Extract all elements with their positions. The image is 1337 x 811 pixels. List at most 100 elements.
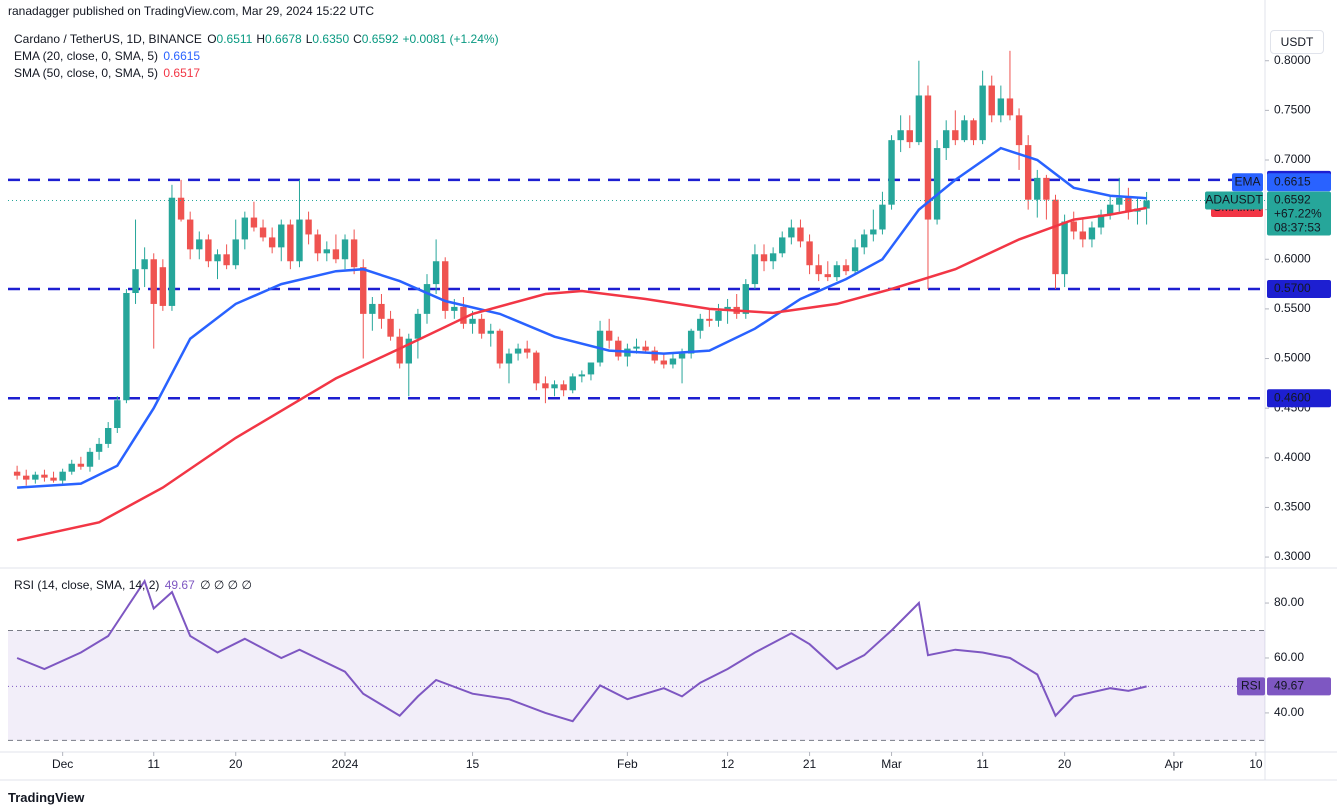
x-tick-label: 15 <box>466 757 480 771</box>
candle-body <box>232 239 239 266</box>
ohlc-item: 0.6350 <box>312 32 350 46</box>
legend-ema: EMA (20, close, 0, SMA, 5) 0.6615 <box>14 49 202 63</box>
candle-body <box>259 227 267 238</box>
candle-body <box>642 346 649 351</box>
rsi-extra: ∅ ∅ ∅ ∅ <box>200 578 252 592</box>
candle-body <box>478 318 485 334</box>
candle-body <box>815 265 822 275</box>
candle-body <box>186 219 194 250</box>
candle-body <box>1052 199 1059 275</box>
candle-body <box>769 253 777 262</box>
symbol-title: Cardano / TetherUS, 1D, BINANCE <box>14 32 202 46</box>
candle-body <box>150 259 157 304</box>
candle-body <box>915 95 923 143</box>
candle-body <box>906 130 913 143</box>
candle-body <box>223 254 230 266</box>
candle-body <box>569 376 576 391</box>
candle-body <box>487 330 494 334</box>
indicator-tag-box <box>1232 173 1263 192</box>
candle-body <box>633 346 640 349</box>
y-tick-label: 80.00 <box>1274 595 1304 609</box>
indicator-value-box <box>1267 173 1331 192</box>
candle-body <box>432 261 440 285</box>
candle-body <box>1015 115 1023 146</box>
price-symbol: ADAUSDT <box>1205 193 1263 207</box>
candle-body <box>268 237 276 248</box>
level-label: 0.4600 <box>1274 390 1311 404</box>
candle-body <box>942 130 950 149</box>
legend-rsi: RSI (14, close, SMA, 14, 2) 49.67 ∅ ∅ ∅ … <box>14 578 254 592</box>
candle-body <box>833 265 841 278</box>
sma-value: 0.6517 <box>163 66 201 80</box>
candle-body <box>669 358 677 365</box>
candle-body <box>806 241 813 266</box>
candle-body <box>296 219 303 262</box>
candle-body <box>979 85 986 141</box>
y-tick-label: 40.00 <box>1274 705 1304 719</box>
candle-body <box>423 284 431 314</box>
candle-body <box>1043 177 1050 200</box>
candle-body <box>396 336 403 364</box>
candle-body <box>879 204 886 230</box>
legend-sma: SMA (50, close, 0, SMA, 5) 0.6517 <box>14 66 202 80</box>
candle-body <box>870 229 877 235</box>
currency-button[interactable]: USDT <box>1270 30 1324 54</box>
candle-body <box>505 353 513 364</box>
candle-body <box>341 239 349 260</box>
x-tick-label: 10 <box>1249 757 1263 771</box>
candle-body <box>851 247 859 272</box>
candle-body <box>888 140 895 205</box>
x-tick-label: 20 <box>1058 757 1072 771</box>
candle-body <box>451 306 458 311</box>
candle-body <box>59 471 66 481</box>
candle-body <box>578 374 586 377</box>
y-tick-label: 0.4000 <box>1274 450 1311 464</box>
indicator-value-tag: 0.6615 <box>1274 174 1311 188</box>
candle-body <box>596 330 604 363</box>
price-countdown: 08:37:53 <box>1274 221 1321 235</box>
candle-body <box>1061 221 1068 275</box>
ohlc-item: 0.6592 <box>361 32 399 46</box>
candle-body <box>205 239 212 262</box>
candle-body <box>50 477 57 481</box>
candle-body <box>1079 231 1087 240</box>
rsi-value-box <box>1267 677 1331 696</box>
candle-body <box>1106 204 1114 215</box>
candle-body <box>678 353 686 359</box>
ohlc-item: C <box>353 32 362 46</box>
candle-body <box>824 274 831 278</box>
candle-body <box>560 384 567 391</box>
candle-body <box>168 197 176 306</box>
level-tag <box>1267 389 1331 408</box>
candle-body <box>177 197 185 220</box>
candle-body <box>405 338 412 364</box>
ohlc: O0.6511 H0.6678 L0.6350 C0.6592 +0.0081 (+1.… <box>207 32 502 46</box>
candle-body <box>715 310 722 321</box>
candle-body <box>970 120 977 141</box>
x-tick-label: 2024 <box>332 757 359 771</box>
candle-body <box>123 293 130 401</box>
candle-body <box>861 234 868 248</box>
level-tag <box>1267 280 1331 299</box>
candle-body <box>788 227 795 238</box>
candle-body <box>523 348 531 353</box>
ohlc-item: 0.6678 <box>265 32 302 46</box>
candle-body <box>760 254 768 262</box>
rsi-name: RSI (14, close, SMA, 14, 2) <box>14 578 160 592</box>
candle-body <box>159 267 167 306</box>
candle-body <box>605 330 613 341</box>
y-tick-label: 60.00 <box>1274 650 1304 664</box>
x-tick-label: Dec <box>52 757 73 771</box>
price-tag: 0.6592 <box>1274 193 1311 207</box>
candle-body <box>1006 98 1014 116</box>
y-tick-label: 0.5500 <box>1274 301 1311 315</box>
x-tick-label: Apr <box>1165 757 1184 771</box>
candle-body <box>706 318 713 321</box>
candle-body <box>751 254 759 285</box>
price-symbol-box <box>1205 191 1263 210</box>
candle-body <box>1024 145 1032 200</box>
candle-body <box>1070 221 1077 232</box>
ohlc-item: O <box>207 32 217 46</box>
candle-body <box>1088 227 1096 240</box>
ohlc-item: +0.0081 (+1.24%) <box>402 32 499 46</box>
